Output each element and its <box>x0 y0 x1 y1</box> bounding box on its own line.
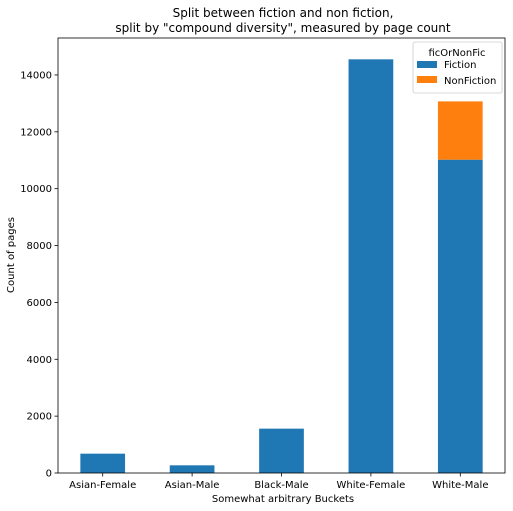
legend-label-nonfiction: NonFiction <box>444 76 496 87</box>
bar-fiction-asian-female <box>80 453 126 473</box>
y-tick-label: 2000 <box>27 412 52 423</box>
bar-fiction-black-male <box>259 428 304 473</box>
plot-frame <box>57 37 506 474</box>
bar-nonfiction-white-male <box>437 101 483 160</box>
y-tick-label: 14000 <box>20 70 52 81</box>
bars <box>80 59 483 474</box>
legend-swatch-nonfiction <box>417 76 437 83</box>
legend-title: ficOrNonFic <box>428 48 485 59</box>
x-tick-label: Black-Male <box>254 480 308 491</box>
legend-swatch-fiction <box>417 61 437 68</box>
y-tick-label: 4000 <box>27 355 52 366</box>
plot-area: 0 2000 4000 6000 8000 10000 12000 14000 Asian-F… <box>20 37 506 491</box>
y-tick-label: 10000 <box>20 184 52 195</box>
x-tick-label: Asian-Female <box>69 480 136 491</box>
bar-fiction-white-female <box>348 59 394 474</box>
y-tick-label: 8000 <box>27 241 52 252</box>
chart-subtitle: split by "compound diversity", measured … <box>115 21 450 35</box>
y-tick-label: 12000 <box>20 127 52 138</box>
chart-title: Split between fiction and non fiction, <box>173 6 394 20</box>
x-tick-label: White-Male <box>432 480 488 491</box>
y-axis-label: Count of pages <box>6 217 17 293</box>
x-tick-label: Asian-Male <box>165 480 220 491</box>
bar-fiction-asian-male <box>169 465 215 473</box>
x-axis-label: Somewhat arbitrary Buckets <box>212 494 354 505</box>
y-axis-ticks: 0 2000 4000 6000 8000 10000 12000 14000 <box>20 70 58 480</box>
x-axis-ticks: Asian-Female Asian-Male Black-Male White-Fe… <box>69 473 488 491</box>
legend: ficOrNonFic Fiction NonFiction <box>412 41 503 94</box>
x-tick-label: White-Female <box>336 480 405 491</box>
y-tick-label: 6000 <box>27 298 52 309</box>
bar-fiction-white-male <box>437 159 483 473</box>
y-tick-label: 0 <box>46 469 52 480</box>
legend-label-fiction: Fiction <box>444 60 476 71</box>
